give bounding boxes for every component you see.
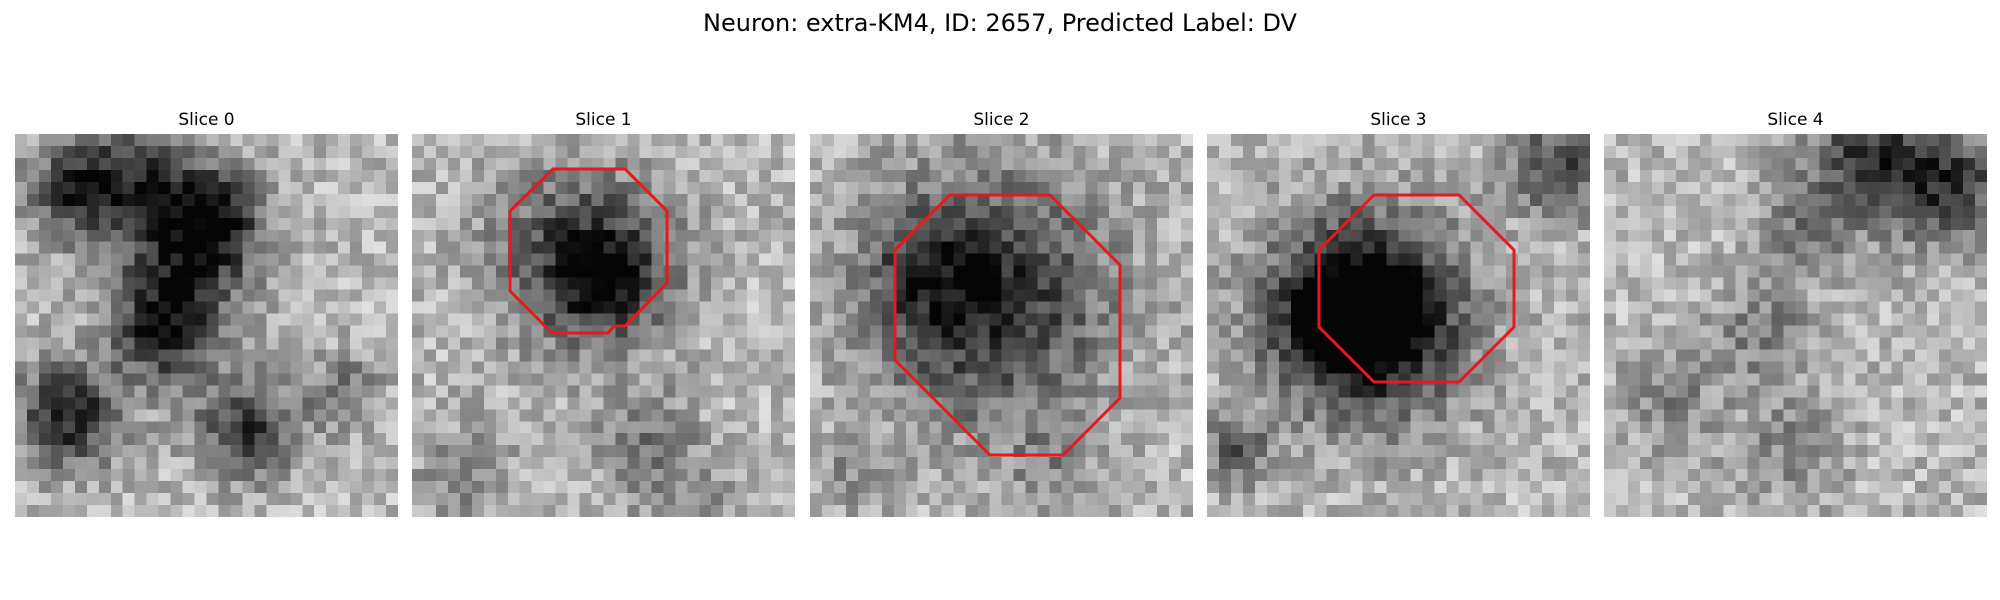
- slice-image: [1207, 134, 1590, 517]
- roi-outline: [1317, 193, 1516, 384]
- roi-outline: [508, 167, 669, 335]
- roi-outline: [893, 193, 1122, 457]
- slice-title: Slice 1: [575, 110, 632, 130]
- slice-title: Slice 3: [1370, 110, 1427, 130]
- slice-image: [412, 134, 795, 517]
- slice-panel: Slice 0: [15, 110, 398, 517]
- slice-panel: Slice 2: [810, 110, 1193, 517]
- slice-image: [810, 134, 1193, 517]
- figure-title: Neuron: extra-KM4, ID: 2657, Predicted L…: [703, 9, 1297, 37]
- slice-title: Slice 0: [178, 110, 235, 130]
- slice-panel: Slice 3: [1207, 110, 1590, 517]
- slice-title: Slice 4: [1767, 110, 1824, 130]
- slice-title: Slice 2: [973, 110, 1030, 130]
- slice-image: [1604, 134, 1987, 517]
- slice-image: [15, 134, 398, 517]
- slice-panel: Slice 4: [1604, 110, 1987, 517]
- slice-panel: Slice 1: [412, 110, 795, 517]
